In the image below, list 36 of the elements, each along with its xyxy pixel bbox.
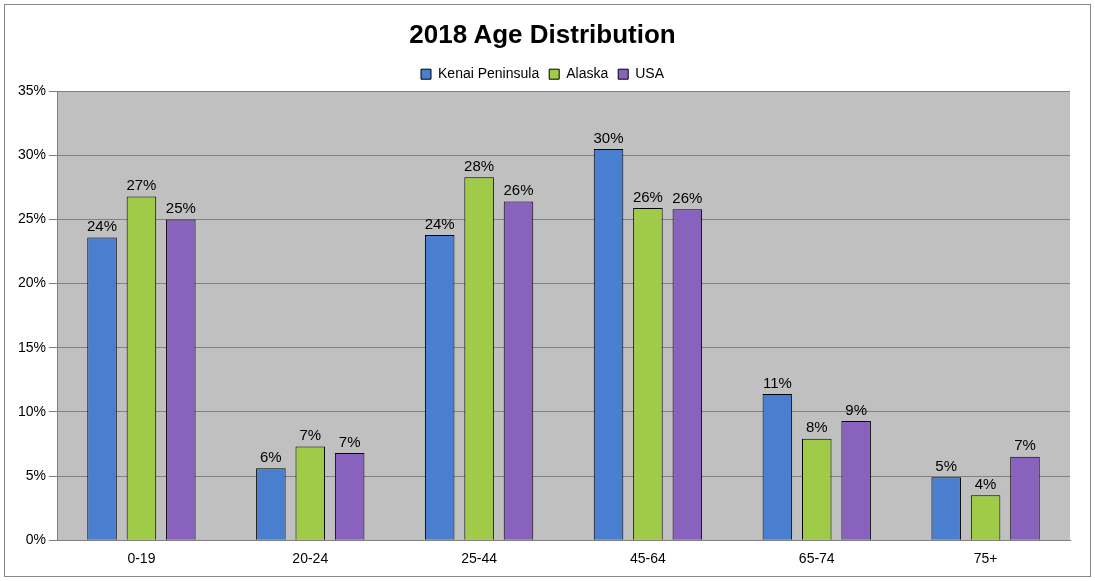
data-label: 7% xyxy=(1014,436,1036,454)
data-label: 30% xyxy=(593,128,624,146)
y-tick-label: 0% xyxy=(25,531,47,548)
x-tick-label: 0-19 xyxy=(127,550,156,567)
data-label: 26% xyxy=(503,181,534,199)
y-tick-label: 15% xyxy=(17,338,47,355)
data-label: 28% xyxy=(464,156,495,174)
x-tick-label: 75+ xyxy=(973,550,998,567)
data-label: 26% xyxy=(632,187,663,205)
data-label: 25% xyxy=(165,199,196,217)
chart-title: 2018 Age Distribution xyxy=(409,18,676,49)
x-tick-label: 65-74 xyxy=(798,550,835,567)
data-label: 26% xyxy=(672,188,703,206)
y-tick-label: 5% xyxy=(25,466,47,483)
data-label: 11% xyxy=(762,373,792,391)
y-tick-label: 20% xyxy=(17,274,47,291)
x-tick-label: 25-44 xyxy=(461,550,498,567)
data-label: 27% xyxy=(126,176,157,194)
x-tick-label: 45-64 xyxy=(630,550,667,567)
data-label: 6% xyxy=(260,448,282,465)
y-tick-label: 30% xyxy=(17,146,47,163)
data-label: 24% xyxy=(424,214,455,232)
data-label: 24% xyxy=(87,217,118,235)
data-label: 4% xyxy=(974,474,997,492)
legend-label: USA xyxy=(635,65,665,82)
data-label: 7% xyxy=(299,426,322,444)
data-label: 5% xyxy=(935,456,958,474)
data-label: 8% xyxy=(805,418,828,436)
legend-label: Kenai Peninsula xyxy=(438,65,540,82)
y-tick-label: 25% xyxy=(17,210,47,227)
y-tick-label: 35% xyxy=(17,82,47,99)
data-label: 9% xyxy=(845,400,867,418)
legend-label: Alaska xyxy=(566,65,609,82)
x-tick-label: 20-24 xyxy=(292,550,329,567)
data-label: 7% xyxy=(338,432,361,450)
y-tick-label: 10% xyxy=(17,402,47,419)
